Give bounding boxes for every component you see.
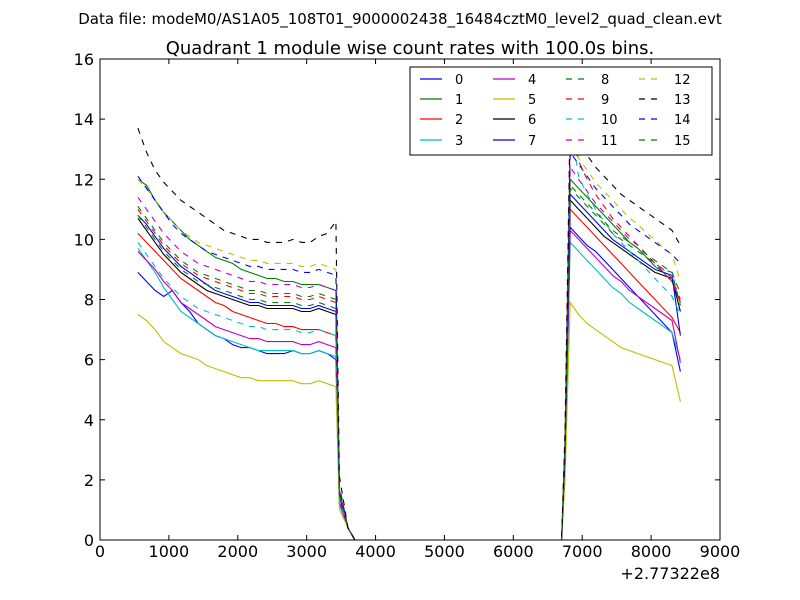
x-tick-label: 5000 xyxy=(424,542,465,561)
x-tick-label: 9000 xyxy=(700,542,741,561)
y-tick-label: 6 xyxy=(84,351,94,370)
y-tick-label: 2 xyxy=(84,471,94,490)
series-line-8 xyxy=(137,186,681,541)
y-tick-label: 8 xyxy=(84,291,94,310)
series-line-12 xyxy=(137,144,681,541)
legend-label-1: 1 xyxy=(455,93,463,108)
legend-label-2: 2 xyxy=(455,113,463,128)
legend-label-5: 5 xyxy=(528,93,536,108)
y-tick-label: 0 xyxy=(84,531,94,550)
series-line-3 xyxy=(137,241,681,541)
series-layer xyxy=(137,104,681,541)
x-tick-label: 1000 xyxy=(149,542,190,561)
x-tick-label: 8000 xyxy=(631,542,672,561)
legend-label-10: 10 xyxy=(601,113,618,128)
legend-label-0: 0 xyxy=(455,73,463,88)
x-axis-offset-label: +2.77322e8 xyxy=(620,564,720,583)
series-line-5 xyxy=(137,300,681,541)
series-line-4 xyxy=(137,229,681,541)
y-tick-label: 10 xyxy=(74,230,94,249)
legend-label-11: 11 xyxy=(601,134,618,149)
series-line-9 xyxy=(137,104,681,541)
y-tick-label: 4 xyxy=(84,411,94,430)
legend-label-4: 4 xyxy=(528,73,536,88)
y-tick-label: 14 xyxy=(74,110,94,129)
legend-label-14: 14 xyxy=(674,113,691,128)
legend-label-13: 13 xyxy=(674,93,691,108)
x-tick-label: 4000 xyxy=(355,542,396,561)
legend-label-3: 3 xyxy=(455,134,463,149)
y-tick-label: 12 xyxy=(74,170,94,189)
series-line-7 xyxy=(137,192,681,541)
legend-frame xyxy=(409,66,713,156)
x-tick-label: 2000 xyxy=(217,542,258,561)
series-line-2 xyxy=(137,207,681,541)
axes-frame xyxy=(99,58,721,541)
series-line-1 xyxy=(137,177,681,541)
series-line-14 xyxy=(137,150,681,541)
x-tick-label: 7000 xyxy=(562,542,603,561)
legend-label-7: 7 xyxy=(528,134,536,149)
x-tick-label: 3000 xyxy=(286,542,327,561)
series-line-6 xyxy=(137,198,681,541)
x-tick-label: 6000 xyxy=(493,542,534,561)
legend-label-9: 9 xyxy=(601,93,609,108)
legend-label-15: 15 xyxy=(674,134,691,149)
x-tick-label: 0 xyxy=(95,542,105,561)
y-tick-label: 16 xyxy=(74,50,94,69)
legend-label-6: 6 xyxy=(528,113,536,128)
ticks-layer: 0 1000 2000 3000 4000 5000 6000 7000 8000 9000 0 2 4… xyxy=(74,50,741,561)
chart-title: Quadrant 1 module wise count rates with … xyxy=(166,38,655,59)
legend-label-8: 8 xyxy=(601,73,609,88)
legend-label-12: 12 xyxy=(674,73,691,88)
figure-suptitle: Data file: modeM0/AS1A05_108T01_90000024… xyxy=(78,10,722,29)
series-line-13 xyxy=(137,126,681,541)
